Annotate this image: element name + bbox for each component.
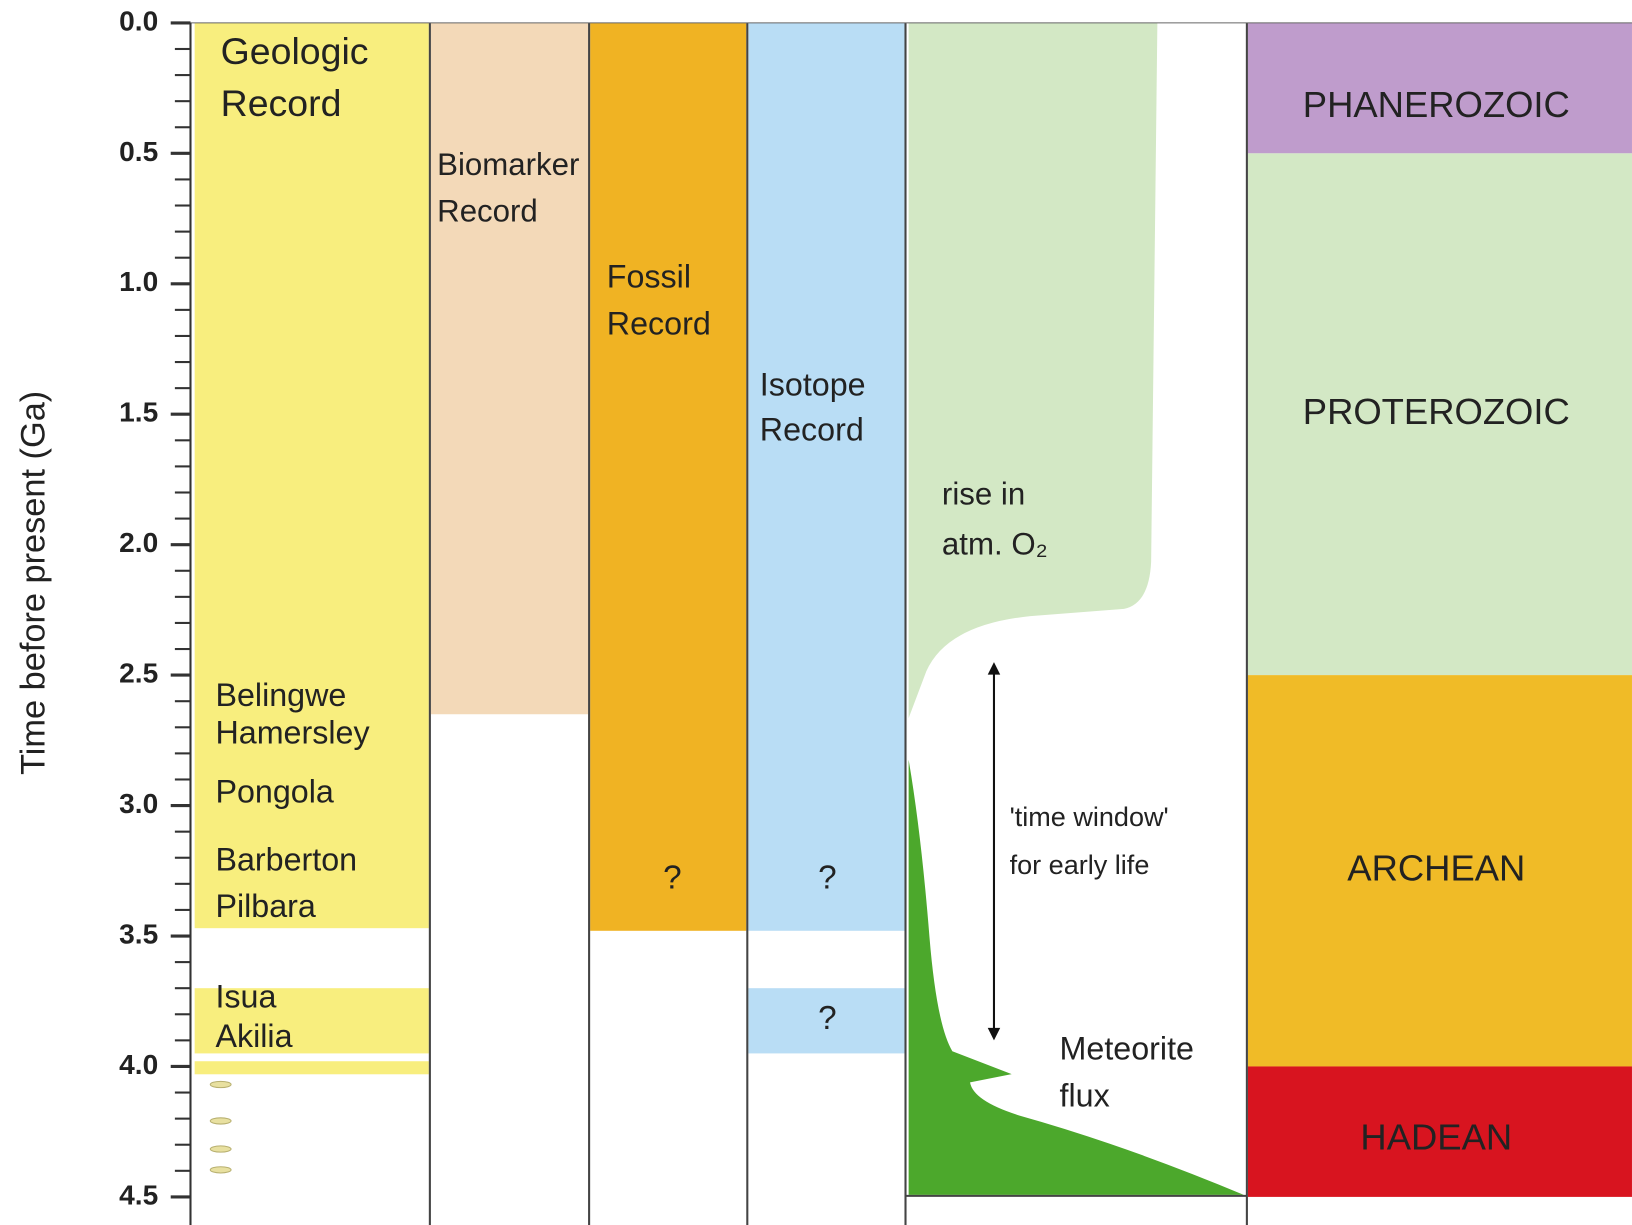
column-label: Geologic	[221, 30, 369, 72]
eon-bar	[1247, 1066, 1632, 1197]
eon-bar	[1247, 675, 1632, 1067]
site-label: Hamersley	[215, 714, 370, 750]
arrow-head	[987, 662, 1001, 675]
eon-label: PROTEROZOIC	[1303, 391, 1570, 432]
eon-label: HADEAN	[1360, 1117, 1512, 1158]
oxygen-area	[908, 22, 1158, 719]
column-label: Fossil	[607, 258, 691, 294]
axis-label: Time before present (Ga)	[14, 391, 52, 775]
y-tick-label: 2.5	[119, 658, 158, 689]
column-label: Biomarker	[437, 147, 579, 182]
site-label: Pilbara	[215, 888, 315, 924]
site-label: Barberton	[215, 841, 357, 877]
site-label: Akilia	[215, 1018, 292, 1054]
window-label: 'time window'	[1010, 802, 1169, 832]
eon-label: PHANEROZOIC	[1303, 84, 1570, 125]
uncertain-mark: ?	[818, 1000, 837, 1037]
record-bar	[748, 988, 905, 1054]
y-tick-label: 2.0	[119, 527, 158, 558]
site-label: Isua	[215, 979, 276, 1015]
site-label: Belingwe	[215, 677, 346, 713]
y-tick-label: 0.0	[119, 5, 158, 36]
column-label: Record	[607, 305, 711, 341]
uncertain-mark: ?	[663, 859, 682, 896]
column-label: Isotope	[760, 367, 866, 403]
eon-label: ARCHEAN	[1347, 847, 1525, 888]
eon-bar	[1247, 153, 1632, 676]
record-bar	[748, 22, 905, 931]
meteorite-label: Meteorite	[1060, 1031, 1194, 1067]
zircon-icon	[209, 1145, 232, 1153]
record-bar	[430, 22, 589, 715]
record-bar	[194, 1061, 429, 1075]
zircon-icon	[209, 1166, 232, 1174]
eon-bar	[1247, 22, 1632, 154]
record-bar	[194, 988, 429, 1054]
y-tick-label: 3.5	[119, 918, 158, 949]
column-label: Record	[760, 411, 864, 447]
meteorite-area	[908, 759, 1244, 1195]
oxygen-label: atm. O₂	[942, 527, 1048, 562]
arrow-head	[987, 1027, 1001, 1041]
y-tick-label: 4.5	[119, 1179, 158, 1210]
zircon-icon	[209, 1117, 232, 1125]
record-bar	[590, 22, 747, 931]
y-tick-label: 1.5	[119, 397, 158, 428]
window-label: for early life	[1010, 850, 1150, 880]
column-label: Record	[437, 194, 538, 229]
meteorite-label: flux	[1060, 1078, 1110, 1114]
record-bar	[194, 22, 429, 929]
site-label: Pongola	[215, 774, 333, 810]
column-label: Record	[221, 82, 342, 124]
y-tick-label: 0.5	[119, 136, 158, 167]
y-tick-label: 4.0	[119, 1049, 158, 1080]
y-tick-label: 1.0	[119, 266, 158, 297]
layer: Geologic Record Biomarker Record Fossil Recor…	[14, 5, 1632, 1225]
y-tick-label: 3.0	[119, 788, 158, 819]
uncertain-mark: ?	[818, 859, 837, 896]
oxygen-label: rise in	[942, 477, 1025, 512]
zircon-icon	[209, 1080, 232, 1089]
